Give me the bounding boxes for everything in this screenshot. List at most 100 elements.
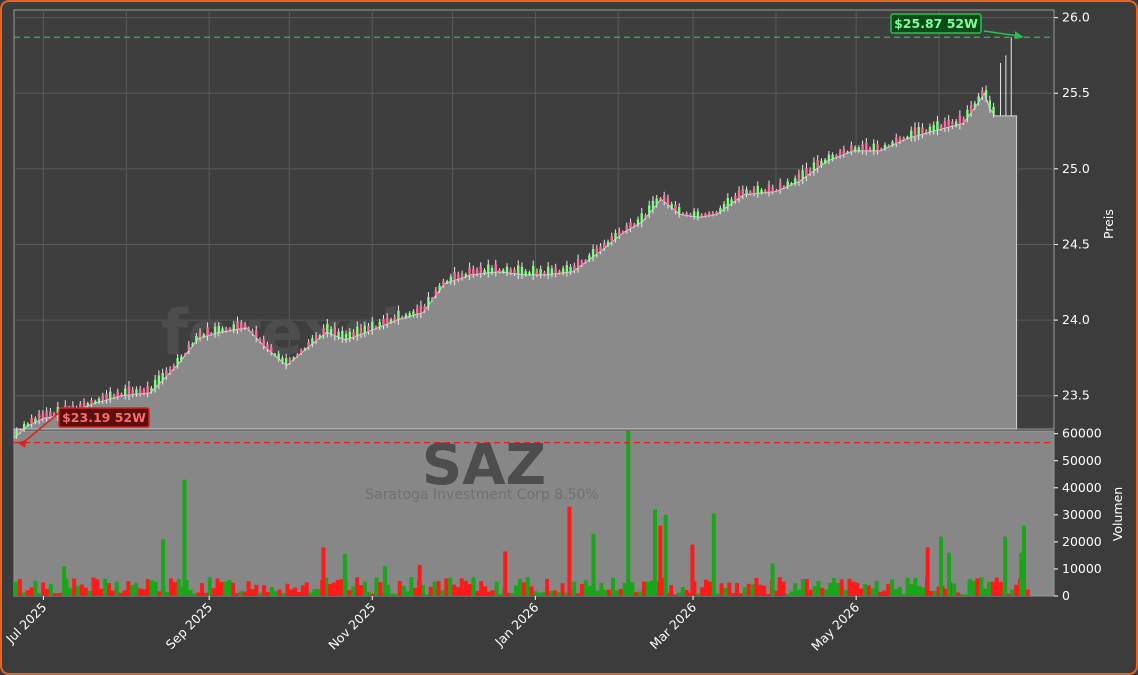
candle-body bbox=[487, 264, 490, 273]
volume-bar bbox=[153, 581, 158, 596]
high-52w-box bbox=[890, 13, 982, 34]
candle-body bbox=[610, 236, 613, 242]
volume-bar bbox=[990, 581, 995, 596]
volume-bar bbox=[925, 547, 930, 596]
volume-bar bbox=[254, 584, 259, 596]
volume-bar bbox=[273, 591, 278, 596]
candle-body bbox=[161, 373, 164, 381]
candle-body bbox=[689, 213, 692, 216]
candle-body bbox=[865, 142, 868, 151]
volume-bar bbox=[227, 579, 232, 596]
candle-body bbox=[142, 389, 146, 394]
volume-bar bbox=[486, 591, 491, 596]
volume-bar bbox=[506, 592, 511, 596]
candle-body bbox=[674, 204, 677, 211]
candle-body bbox=[801, 170, 804, 179]
volume-bar bbox=[909, 584, 914, 596]
volume-bar bbox=[959, 594, 964, 596]
volume-bar bbox=[533, 591, 538, 596]
candle-body bbox=[921, 127, 924, 135]
volume-bar bbox=[296, 591, 301, 596]
volume-bar bbox=[184, 580, 189, 596]
volume-bar bbox=[851, 581, 856, 596]
volume-bar bbox=[727, 582, 732, 596]
candle-body bbox=[116, 391, 119, 397]
volume-bar bbox=[176, 579, 181, 596]
candle-body bbox=[348, 331, 351, 339]
volume-bar bbox=[855, 582, 860, 596]
volume-bar bbox=[576, 593, 581, 596]
price-tick-label: 25.5 bbox=[1062, 85, 1090, 100]
volume-bar bbox=[114, 581, 119, 596]
volume-tick-label: 60000 bbox=[1062, 426, 1102, 441]
candle-body bbox=[296, 354, 299, 357]
volume-bar bbox=[242, 591, 247, 596]
candle-body bbox=[696, 211, 700, 218]
candle-body bbox=[850, 145, 853, 152]
candle-body bbox=[371, 321, 374, 330]
candle-body bbox=[737, 190, 741, 199]
volume-bar bbox=[762, 585, 767, 596]
volume-bar bbox=[347, 590, 352, 596]
candle-body bbox=[187, 344, 191, 351]
candle-body bbox=[947, 119, 950, 128]
volume-bar bbox=[816, 580, 821, 596]
volume-bar bbox=[157, 591, 162, 596]
volume-bar bbox=[471, 577, 476, 596]
candle-body bbox=[898, 138, 902, 142]
volume-bar bbox=[110, 590, 115, 596]
volume-bar bbox=[610, 577, 615, 596]
volume-tick-label: 10000 bbox=[1062, 561, 1102, 576]
volume-bar bbox=[52, 593, 57, 596]
candle-body bbox=[846, 151, 849, 154]
candle-body bbox=[614, 232, 617, 239]
candle-body bbox=[206, 327, 209, 336]
volume-bar bbox=[366, 592, 371, 596]
candle-body bbox=[157, 375, 161, 384]
volume-bar bbox=[618, 588, 623, 596]
candle-body bbox=[460, 273, 464, 278]
volume-bar bbox=[172, 582, 177, 596]
candle-body bbox=[636, 219, 640, 225]
volume-bar bbox=[483, 586, 488, 596]
candle-body bbox=[490, 267, 494, 273]
candle-body bbox=[262, 339, 265, 346]
candle-body bbox=[513, 269, 516, 274]
volume-axis-label: Volumen bbox=[1110, 487, 1125, 541]
volume-bar bbox=[773, 590, 778, 596]
candle-body bbox=[502, 269, 505, 273]
candle-body bbox=[722, 204, 726, 210]
candle-body bbox=[535, 270, 539, 275]
candle-body bbox=[34, 418, 37, 423]
volume-bar bbox=[455, 586, 460, 596]
candle-body bbox=[213, 326, 217, 334]
candle-body bbox=[528, 272, 531, 275]
volume-bar bbox=[956, 592, 961, 596]
candle-body bbox=[775, 189, 778, 192]
candle-body bbox=[386, 317, 389, 324]
candle-body bbox=[135, 389, 138, 395]
volume-bar bbox=[692, 581, 697, 596]
candle-body bbox=[981, 90, 984, 97]
candle-body bbox=[887, 145, 890, 147]
volume-bar bbox=[339, 579, 344, 596]
volume-bar bbox=[696, 593, 701, 596]
volume-bar bbox=[952, 583, 957, 596]
candle-body bbox=[326, 324, 329, 333]
volume-bar bbox=[843, 590, 848, 596]
volume-bar bbox=[436, 580, 441, 596]
candle-body bbox=[153, 379, 157, 388]
candle-body bbox=[588, 255, 591, 260]
candle-body bbox=[880, 148, 883, 151]
candle-body bbox=[565, 265, 569, 273]
candle-body bbox=[498, 269, 501, 272]
candle-body bbox=[853, 147, 857, 151]
volume-bar bbox=[638, 591, 643, 596]
volume-bar bbox=[289, 589, 294, 596]
volume-bar bbox=[355, 577, 360, 596]
candle-body bbox=[550, 268, 554, 275]
candle-body bbox=[146, 385, 149, 393]
candle-body bbox=[943, 121, 947, 129]
candle-body bbox=[820, 160, 823, 166]
